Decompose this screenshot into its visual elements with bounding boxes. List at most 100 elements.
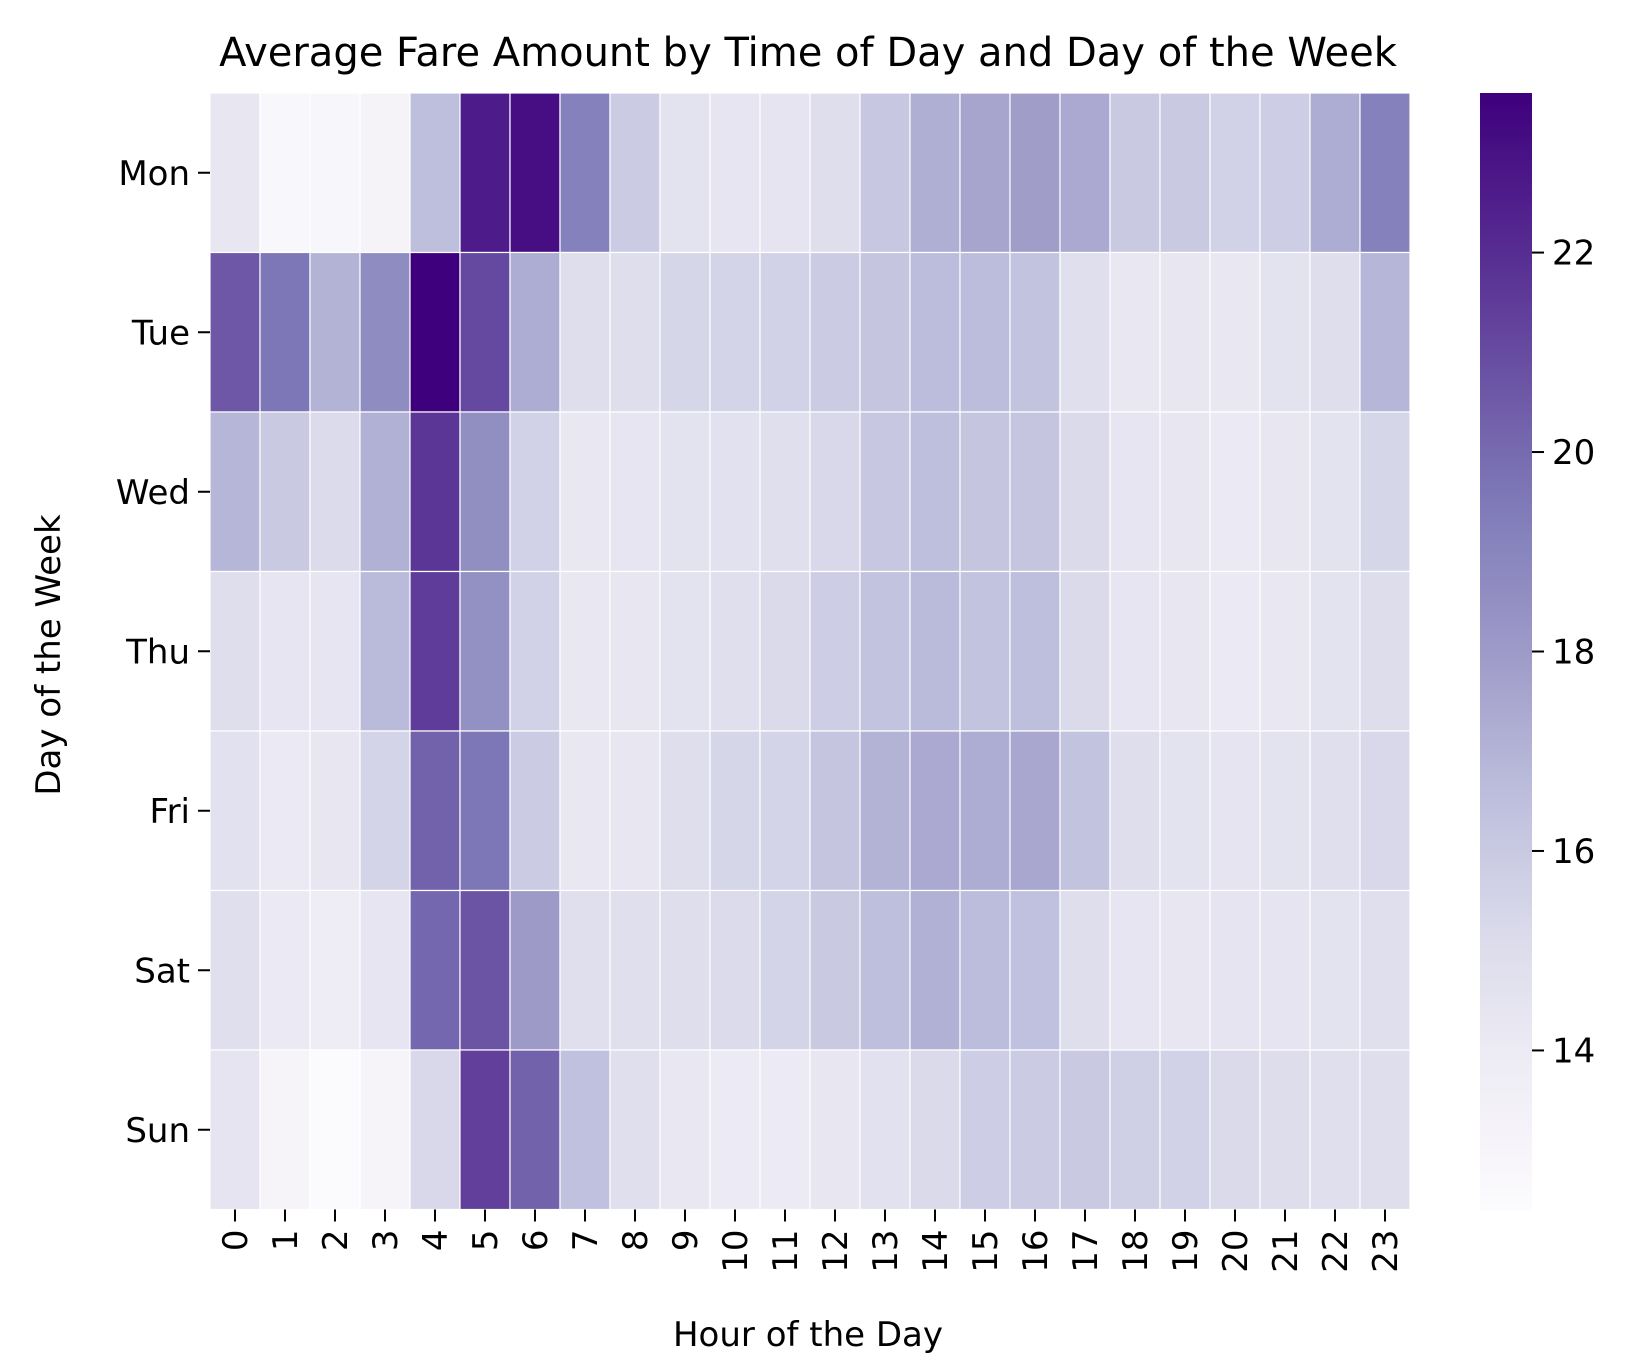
- x-tick-label: 8: [616, 1230, 656, 1252]
- x-tick-label: 1: [266, 1230, 306, 1252]
- heatmap-cell: [809, 92, 861, 254]
- heatmap-cell: [959, 570, 1011, 732]
- heatmap-cell: [959, 730, 1011, 892]
- heatmap-cell: [909, 1049, 961, 1211]
- heatmap-cell: [859, 889, 911, 1051]
- heatmap-cell: [559, 411, 611, 573]
- heatmap-cell: [809, 1049, 861, 1211]
- heatmap-cell: [359, 1049, 411, 1211]
- heatmap-cell: [759, 570, 811, 732]
- heatmap-cell: [809, 730, 861, 892]
- y-tick-label: Thu: [125, 632, 190, 672]
- heatmap-cell: [509, 570, 561, 732]
- heatmap-cell: [459, 92, 511, 254]
- y-axis-label: Day of the Week: [29, 514, 69, 796]
- heatmap-cell: [309, 570, 361, 732]
- heatmap-cell: [1009, 889, 1061, 1051]
- heatmap-cell: [1059, 411, 1111, 573]
- heatmap-cell: [1109, 251, 1161, 413]
- heatmap-cell: [1209, 1049, 1261, 1211]
- heatmap-cell: [1059, 251, 1111, 413]
- heatmap-cell: [1209, 730, 1261, 892]
- heatmap-cell: [259, 889, 311, 1051]
- heatmap-cell: [609, 570, 661, 732]
- heatmap-cell: [209, 889, 261, 1051]
- x-tick-label: 19: [1166, 1230, 1206, 1273]
- heatmap-cell: [759, 92, 811, 254]
- heatmap-cell: [1309, 889, 1361, 1051]
- heatmap-cell: [1259, 251, 1311, 413]
- heatmap-cell: [659, 411, 711, 573]
- heatmap-cell: [909, 889, 961, 1051]
- heatmap-cell: [359, 570, 411, 732]
- heatmap-cell: [509, 730, 561, 892]
- heatmap-cell: [559, 92, 611, 254]
- heatmap-cell: [1309, 570, 1361, 732]
- heatmap-cell: [859, 92, 911, 254]
- heatmap-cell: [409, 730, 461, 892]
- colorbar-ticks: 14 16 18 20 22: [1532, 234, 1595, 1071]
- y-tick-label: Tue: [131, 313, 190, 353]
- heatmap-cell: [609, 1049, 661, 1211]
- heatmap-cell: [509, 1049, 561, 1211]
- x-tick-label: 23: [1366, 1230, 1406, 1273]
- y-tick-label: Wed: [116, 473, 190, 513]
- heatmap-cell: [209, 1049, 261, 1211]
- heatmap-cell: [1059, 889, 1111, 1051]
- heatmap-cell: [1009, 251, 1061, 413]
- heatmap-cell: [709, 92, 761, 254]
- x-tick-label: 14: [916, 1230, 956, 1273]
- heatmap-cell: [209, 92, 261, 254]
- heatmap-cell: [459, 570, 511, 732]
- colorbar-tick-label: 18: [1552, 633, 1595, 673]
- heatmap-cell: [1159, 889, 1211, 1051]
- heatmap-cell: [1309, 92, 1361, 254]
- heatmap-cell: [509, 251, 561, 413]
- y-tick-label: Fri: [149, 792, 190, 832]
- heatmap-cell: [1259, 730, 1311, 892]
- x-tick-label: 12: [816, 1230, 856, 1273]
- heatmap-cell: [1109, 889, 1161, 1051]
- heatmap-cell: [209, 411, 261, 573]
- x-axis-label: Hour of the Day: [673, 1315, 943, 1355]
- heatmap-cell: [759, 730, 811, 892]
- heatmap-cell: [259, 92, 311, 254]
- heatmap-cell: [1259, 411, 1311, 573]
- heatmap-cell: [659, 251, 711, 413]
- heatmap-cell: [1159, 92, 1211, 254]
- heatmap-cell: [359, 92, 411, 254]
- heatmap-cell: [609, 730, 661, 892]
- heatmap-cell: [259, 411, 311, 573]
- x-tick-label: 22: [1316, 1230, 1356, 1273]
- heatmap-cell: [959, 889, 1011, 1051]
- heatmap-cell: [759, 1049, 811, 1211]
- heatmap-cell: [1059, 1049, 1111, 1211]
- heatmap-cell: [309, 889, 361, 1051]
- x-tick-label: 7: [566, 1230, 606, 1252]
- heatmap-cell: [809, 411, 861, 573]
- heatmap-cell: [309, 1049, 361, 1211]
- heatmap-cell: [1309, 411, 1361, 573]
- heatmap-cell: [1359, 92, 1411, 254]
- heatmap-cell: [459, 1049, 511, 1211]
- heatmap-cells: [209, 92, 1411, 1211]
- y-tick-label: Sun: [125, 1111, 190, 1151]
- colorbar-tick-label: 20: [1552, 433, 1595, 473]
- x-tick-labels: 0 1 2 3 4 5 6 7 8 9 10 11 12 13 14 15 16 17 18 19 20 21 22 23: [216, 1209, 1406, 1273]
- heatmap-cell: [859, 411, 911, 573]
- heatmap-cell: [1009, 411, 1061, 573]
- heatmap-cell: [309, 730, 361, 892]
- heatmap-cell: [1009, 1049, 1061, 1211]
- heatmap-cell: [709, 570, 761, 732]
- x-tick-label: 4: [416, 1230, 456, 1252]
- heatmap-cell: [1209, 92, 1261, 254]
- heatmap-cell: [859, 570, 911, 732]
- heatmap-cell: [1309, 730, 1361, 892]
- heatmap-cell: [1059, 92, 1111, 254]
- heatmap-cell: [359, 411, 411, 573]
- heatmap-cell: [359, 730, 411, 892]
- heatmap-cell: [859, 1049, 911, 1211]
- heatmap-cell: [409, 570, 461, 732]
- heatmap-cell: [559, 251, 611, 413]
- heatmap-cell: [409, 92, 461, 254]
